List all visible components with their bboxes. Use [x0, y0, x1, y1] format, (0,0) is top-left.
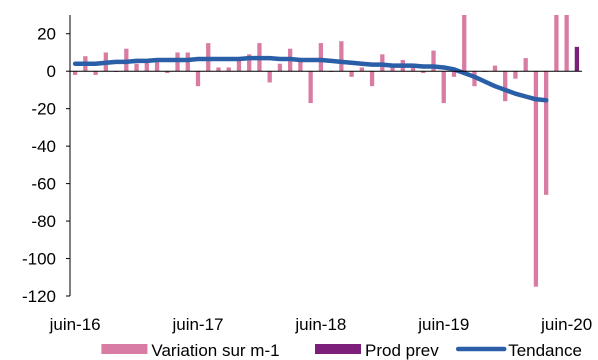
- y-tick-label: -20: [31, 100, 56, 119]
- variation-bar: [144, 61, 149, 72]
- variation-bar: [369, 71, 375, 87]
- variation-bar: [544, 71, 549, 195]
- variation-bar: [503, 71, 508, 102]
- variation-bar: [236, 58, 242, 72]
- variation-bar: [513, 71, 518, 79]
- y-tick-label: 0: [47, 62, 56, 81]
- variation-bar: [72, 71, 78, 75]
- x-tick-label: juin-16: [49, 315, 101, 334]
- x-tick-label: juin-18: [294, 315, 346, 334]
- y-tick-label: 20: [37, 25, 56, 44]
- variation-bar: [359, 67, 364, 72]
- variation-bar: [195, 71, 201, 87]
- trend-line-layer: [72, 55, 549, 103]
- legend-swatch: [315, 344, 361, 354]
- variation-bar: [349, 71, 354, 77]
- y-tick-label: -80: [31, 212, 56, 231]
- variation-bar: [564, 15, 569, 72]
- x-tick-label: juin-17: [171, 315, 223, 334]
- variation-bar: [441, 71, 446, 104]
- variation-bar: [247, 54, 252, 72]
- variation-bar: [523, 58, 528, 72]
- y-tick-label: -40: [31, 137, 56, 156]
- legend-swatch: [101, 344, 148, 354]
- y-tick-label: -60: [31, 175, 56, 194]
- axis-layer: 20 0 -20 -40 -60 -80 -100 -120 juin-16 juin-17 jui…: [22, 15, 592, 334]
- x-tick-label: juin-19: [417, 315, 469, 334]
- variation-bar: [431, 50, 436, 72]
- legend-label: Prod prev: [365, 341, 439, 360]
- y-tick-label: -120: [22, 287, 56, 306]
- variation-bar: [339, 41, 344, 72]
- variation-bar: [318, 43, 324, 72]
- x-tick-label: juin-20: [540, 315, 592, 334]
- variation-bar: [421, 71, 426, 74]
- variation-bar: [277, 63, 283, 72]
- variation-bar: [165, 71, 170, 74]
- variation-bar: [216, 67, 221, 72]
- legend-label: Variation sur m-1: [151, 341, 279, 360]
- bars-layer: [72, 15, 580, 287]
- variation-bar: [267, 71, 272, 83]
- variation-bar: [533, 71, 539, 287]
- y-tick-label: -100: [22, 250, 56, 269]
- variation-bar: [554, 15, 559, 72]
- variation-bar: [226, 67, 231, 72]
- variation-bar: [492, 65, 498, 72]
- variation-bar: [390, 65, 395, 72]
- variation-bar: [308, 71, 313, 104]
- prod-prev-bar: [574, 46, 580, 72]
- variation-bar: [462, 15, 467, 72]
- tendance-line: [72, 55, 549, 103]
- legend: Variation sur m-1 Prod prev Tendance: [101, 341, 582, 360]
- variation-bar: [134, 63, 139, 72]
- variation-bar: [154, 58, 160, 72]
- variation-bar: [93, 71, 98, 75]
- legend-label: Tendance: [508, 341, 582, 360]
- variation-bar: [298, 61, 303, 72]
- variation-bar: [451, 71, 457, 77]
